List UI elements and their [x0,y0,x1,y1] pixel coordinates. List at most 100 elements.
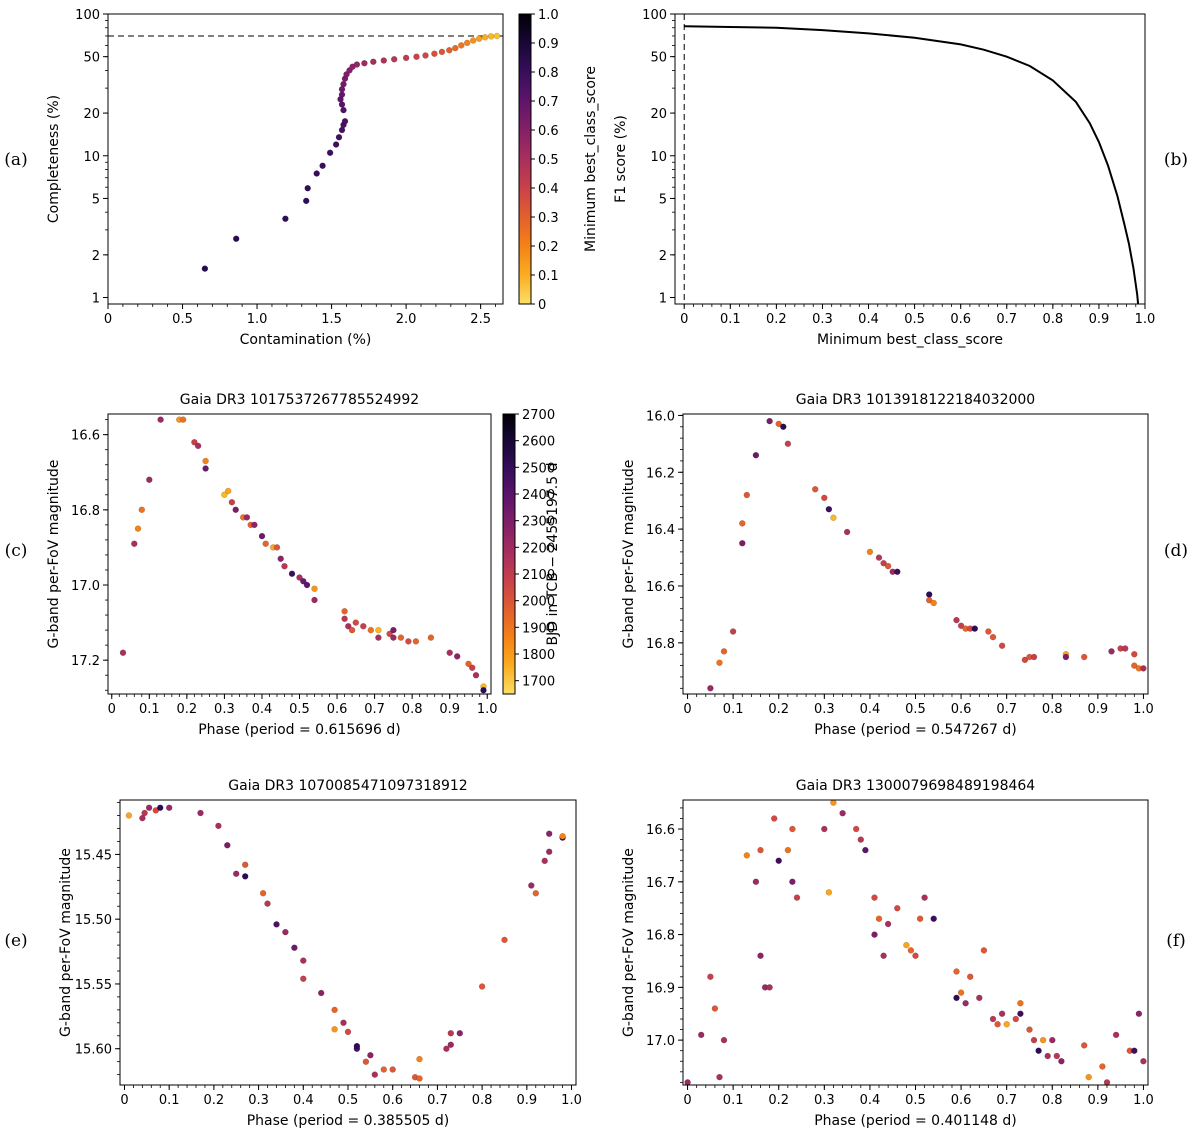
data-point [463,39,471,47]
plot-frame [119,799,577,1086]
data-point [757,952,764,959]
data-point [793,894,801,901]
colorbar-label: Minimum best_class_score [583,66,599,252]
plot-area [119,416,487,694]
x-tick-label: 0.1 [720,312,741,327]
data-point [273,921,280,928]
data-point [412,638,420,645]
data-point [752,878,760,886]
x-axis-label: Phase (period = 0.401148 d) [814,1113,1017,1129]
data-point [962,999,969,1007]
data-point [775,857,782,864]
x-tick-label: 1.0 [1133,1093,1154,1108]
data-point [468,664,476,671]
x-tick-label: 0.7 [364,702,385,717]
y-tick-label: 15.50 [75,913,112,928]
data-point [340,1019,347,1027]
data-point [766,417,773,425]
x-tick-label: 0.5 [338,1093,359,1108]
data-point [966,973,974,981]
panel-d: Gaia DR3 1013918122184032000 0 0.1 0.2 0.3 0.… [621,392,1188,738]
data-point [416,1055,423,1063]
data-point [894,904,901,912]
panel-letter: (f) [1166,931,1186,951]
data-point [1131,662,1138,669]
x-tick-label: 0.3 [814,702,835,717]
x-tick-label: 1.0 [1135,312,1156,327]
colorbar-tick-label: 0.5 [538,153,559,168]
panel-c: Gaia DR3 1017537267785524992 0 0.1 0.2 0.3 0.… [5,392,561,738]
x-tick-label: 0.9 [1088,702,1109,717]
data-point [1080,1042,1088,1049]
data-point [775,420,782,428]
data-point [367,1051,374,1059]
plot-frame [107,13,504,305]
panel-letter: (b) [1164,150,1188,170]
data-point [338,91,346,98]
x-tick-label: 1.5 [321,312,342,327]
data-point [375,626,382,634]
y-tick-label: 16.6 [646,823,675,838]
x-tick-label: 0.6 [327,702,348,717]
data-point [989,633,997,641]
y-tick-label: 100 [75,8,100,23]
y-tick-label: 17.0 [71,579,100,594]
data-point [697,1031,705,1039]
x-tick-label: 0.6 [951,702,972,717]
data-point [875,554,883,561]
data-point [232,506,239,514]
data-point [340,106,347,114]
data-point [232,235,240,242]
data-point [766,984,773,991]
data-point [528,882,535,889]
data-point [541,857,548,865]
plot-area [125,804,566,1082]
y-tick-label: 50 [83,51,100,66]
panel-letter: (e) [4,931,27,951]
y-tick-label: 15.60 [75,1043,112,1058]
chart-title: Gaia DR3 1017537267785524992 [180,392,419,408]
data-point [866,548,874,556]
y-tick-label: 5 [92,192,100,207]
data-point [386,630,393,638]
colorbar-tick-label: 0.8 [538,66,559,81]
x-tick-label: 0.6 [950,312,971,327]
y-tick-label: 16.4 [646,523,675,538]
x-tick-label: 0.6 [382,1093,403,1108]
data-point [957,989,965,996]
data-point [194,442,202,450]
data-point [370,58,377,66]
data-point [1044,1052,1051,1060]
data-point [825,505,833,513]
panel-letter: (c) [5,541,28,561]
data-point [319,162,326,170]
data-point [871,931,878,938]
data-point [784,440,792,448]
x-tick-label: 0 [104,312,112,327]
data-point [300,975,307,983]
data-point [228,499,236,506]
data-point [197,809,204,817]
x-tick-label: 0.7 [996,1093,1017,1108]
data-point [912,952,919,959]
x-tick-label: 0.4 [252,702,273,717]
colorbar-tick-label: 0.9 [538,37,559,52]
data-point [475,35,483,42]
data-point [281,562,288,570]
y-axis-label: F1 score (%) [613,115,629,203]
y-tick-label: 16.0 [646,409,675,424]
data-point [446,46,453,54]
data-point [739,520,746,527]
data-point [493,32,501,40]
chart-title: Gaia DR3 1300079698489198464 [796,778,1036,794]
colorbar-tick-label: 1800 [522,648,555,663]
data-point [304,184,311,192]
x-tick-label: 0.4 [293,1093,314,1108]
data-point [852,825,860,833]
panel-letter: (a) [4,150,27,170]
data-point [416,1075,423,1082]
data-point [353,1042,361,1050]
data-point [1121,645,1129,652]
data-point [884,920,892,928]
data-point [825,889,833,896]
